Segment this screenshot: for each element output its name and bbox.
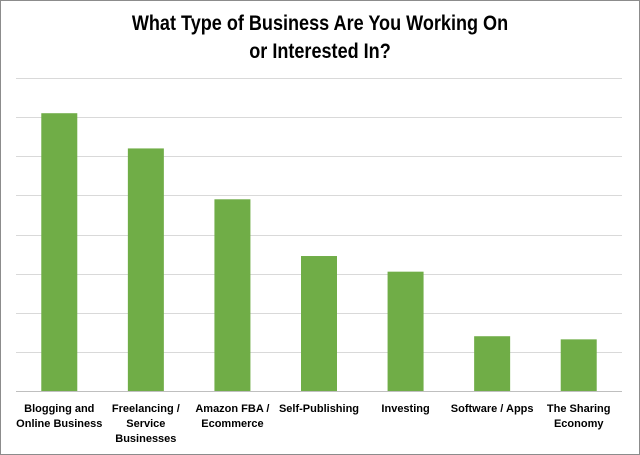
bar <box>560 339 597 391</box>
bar <box>41 113 78 392</box>
bar <box>474 336 511 391</box>
bars <box>41 113 597 392</box>
x-tick-label: Blogging and Online Business <box>16 403 102 430</box>
chart-title: What Type of Business Are You Working On… <box>131 12 509 63</box>
x-tick-labels: Blogging and Online Business Freelancing /… <box>16 403 610 445</box>
bar <box>387 271 424 391</box>
x-tick-label: Self-Publishing <box>279 403 359 415</box>
x-tick-label: Software / Apps <box>451 403 534 415</box>
bar <box>214 199 251 391</box>
bar <box>301 256 337 391</box>
bar <box>127 148 164 391</box>
x-tick-label: Investing <box>381 403 429 415</box>
x-tick-label: The Sharing Economy <box>547 403 611 430</box>
x-tick-label: Freelancing / Service Businesses <box>112 403 180 445</box>
x-tick-label: Amazon FBA / Ecommerce <box>195 403 269 430</box>
